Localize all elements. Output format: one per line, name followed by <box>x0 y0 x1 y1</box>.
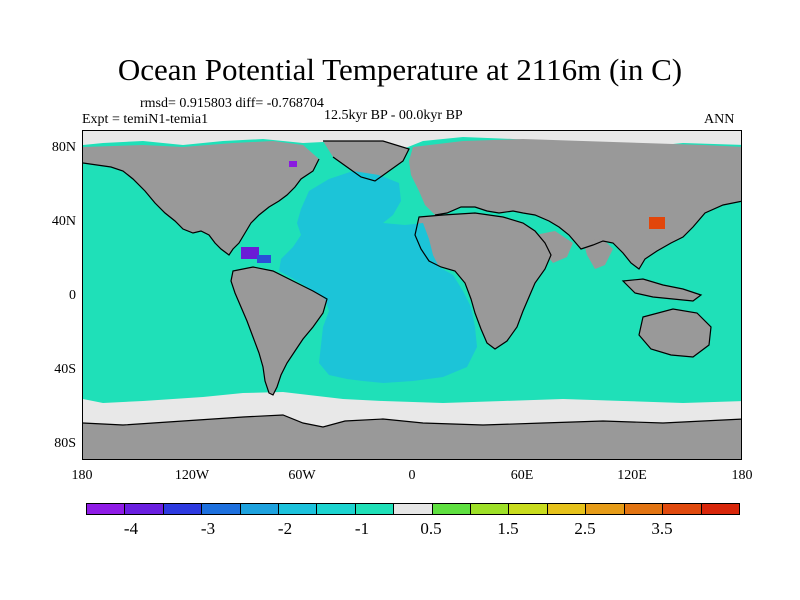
colorbar-label-0-5: 0.5 <box>420 519 442 538</box>
south-america <box>231 267 327 395</box>
colorbar <box>86 503 740 515</box>
lat-label-0: 0 <box>69 288 76 303</box>
antarctica <box>83 415 741 459</box>
lon-label-60e: 60E <box>510 468 534 483</box>
map-plot <box>82 130 742 460</box>
colorbar-cell <box>355 503 395 515</box>
lon-label-0: 0 <box>408 468 416 483</box>
map-canvas <box>83 131 741 459</box>
colorbar-label-3-5: 3.5 <box>651 519 673 538</box>
colorbar-cell <box>471 503 510 515</box>
lon-label-180w: 180 <box>71 468 93 483</box>
season-label: ANN <box>704 112 735 127</box>
colorbar-cell <box>547 503 587 515</box>
colorbar-label-1-5: 1.5 <box>497 519 519 538</box>
lon-label-120e: 120E <box>617 468 647 483</box>
lat-label-80n: 80N <box>51 140 76 155</box>
colorbar-cell <box>240 503 280 515</box>
stats-text: rmsd= 0.915803 diff= -0.768704 <box>140 96 324 111</box>
colorbar-cell <box>394 503 433 515</box>
period-label: 12.5kyr BP - 00.0kyr BP <box>324 108 463 123</box>
lon-label-180e: 180 <box>731 468 753 483</box>
coastlines <box>83 140 741 428</box>
patch-arctic <box>289 161 297 167</box>
north-america <box>83 141 319 255</box>
colorbar-cell <box>663 503 702 515</box>
arabia <box>535 231 573 263</box>
colorbar-cell <box>163 503 203 515</box>
colorbar-label-neg4: -4 <box>123 519 139 538</box>
colorbar-label-neg3: -3 <box>200 519 216 538</box>
colorbar-label-2-5: 2.5 <box>574 519 596 538</box>
atlantic-anomaly <box>279 171 477 383</box>
lat-label-40s: 40S <box>54 362 76 377</box>
figure-title: Ocean Potential Temperature at 2116m (in… <box>117 52 683 87</box>
colorbar-cell <box>586 503 625 515</box>
experiment-label: Expt = temiN1-temia1 <box>82 112 209 127</box>
colorbar-label-neg2: -2 <box>277 519 293 538</box>
indonesia <box>623 279 701 301</box>
colorbar-label-neg1: -1 <box>354 519 370 538</box>
colorbar-cell <box>624 503 664 515</box>
lon-label-120w: 120W <box>174 468 210 483</box>
colorbar-cell <box>279 503 318 515</box>
colorbar-cell <box>86 503 126 515</box>
colorbar-cell <box>317 503 356 515</box>
lon-label-60w: 60W <box>288 468 316 483</box>
colorbar-cell <box>125 503 164 515</box>
colorbar-cell <box>509 503 548 515</box>
colorbar-cell <box>432 503 472 515</box>
eurasia <box>409 139 741 269</box>
patch-japan <box>649 217 665 229</box>
india <box>583 239 613 269</box>
lat-label-40n: 40N <box>51 214 76 229</box>
arctic-ice <box>83 131 741 151</box>
greenland <box>323 141 409 181</box>
africa <box>415 213 551 349</box>
colorbar-cell <box>202 503 241 515</box>
australia <box>639 309 711 357</box>
lat-label-80s: 80S <box>54 436 76 451</box>
colorbar-cell <box>701 503 740 515</box>
patch-gulf-mexico <box>241 247 259 259</box>
patch-caribbean <box>257 255 271 263</box>
